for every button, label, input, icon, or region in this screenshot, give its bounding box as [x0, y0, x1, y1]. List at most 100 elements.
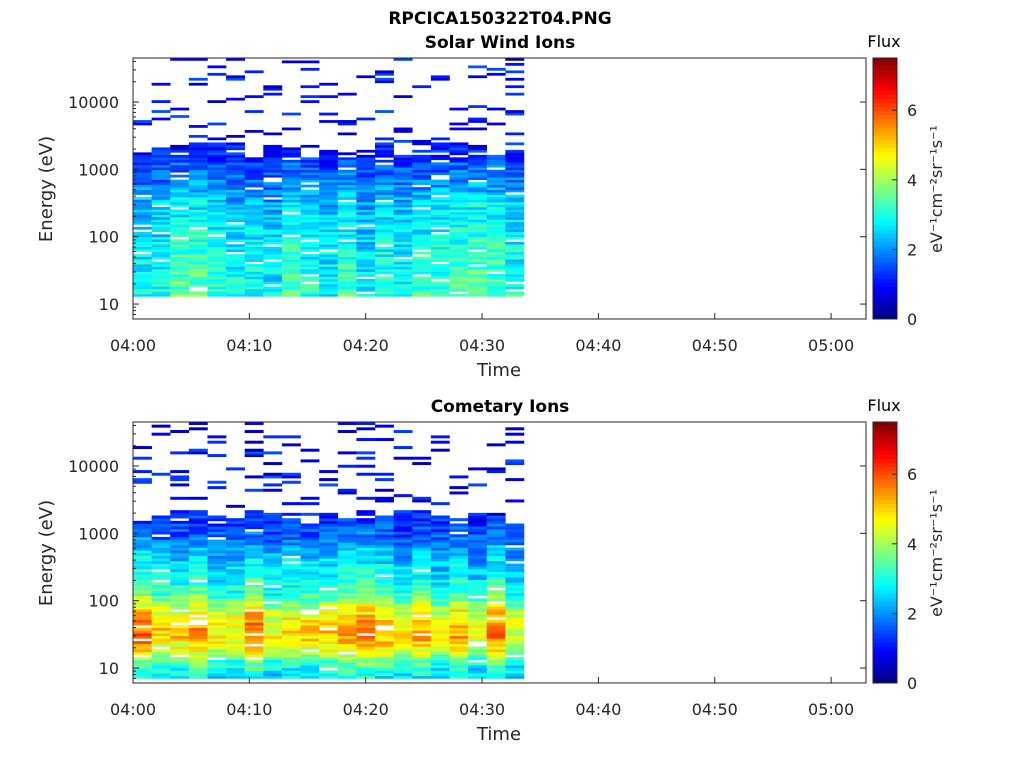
heatmap-cell — [188, 184, 208, 188]
heatmap-cell — [486, 625, 506, 629]
heatmap-cell — [412, 154, 432, 158]
heatmap-cell — [412, 638, 432, 642]
x-tick-label: 04:10 — [226, 700, 272, 719]
heatmap-cell — [319, 598, 339, 602]
heatmap-cell — [188, 563, 208, 567]
heatmap-cell — [170, 293, 190, 297]
heatmap-cell — [133, 157, 152, 161]
colorbar-frame — [872, 57, 898, 320]
heatmap-cell — [133, 635, 152, 639]
heatmap-cell — [505, 552, 525, 556]
heatmap-cell — [393, 283, 413, 287]
heatmap-cell — [188, 58, 208, 61]
heatmap-cell — [151, 536, 171, 540]
heatmap-cell — [505, 269, 525, 272]
heatmap-cell — [449, 256, 469, 260]
heatmap-cell — [207, 286, 227, 290]
heatmap-cell — [468, 633, 488, 637]
heatmap-cell — [393, 555, 413, 559]
heatmap-cell — [486, 279, 506, 282]
heatmap-cell — [430, 673, 450, 677]
heatmap-cell — [412, 241, 432, 245]
heatmap-cell — [244, 234, 264, 238]
heatmap-cell — [337, 274, 357, 277]
heatmap-cell — [300, 246, 320, 250]
heatmap-cell — [356, 659, 376, 663]
heatmap-cell — [319, 199, 339, 203]
colorbar-segment — [873, 638, 897, 643]
heatmap-cell — [486, 635, 506, 639]
heatmap-cell — [263, 568, 283, 572]
heatmap-cell — [281, 259, 301, 262]
colorbar-segment — [873, 225, 897, 230]
heatmap-cell — [468, 117, 488, 121]
heatmap-cell — [170, 670, 190, 674]
heatmap-cell — [393, 187, 413, 190]
colorbar-segment — [873, 487, 897, 492]
colorbar-segment — [873, 654, 897, 659]
heatmap-cell — [337, 229, 357, 233]
heatmap-cell — [207, 646, 227, 650]
heatmap-cell — [188, 204, 208, 208]
heatmap-cell — [449, 638, 469, 642]
heatmap-cell — [486, 555, 506, 559]
heatmap-cell — [300, 552, 320, 556]
colorbar-segment — [873, 274, 897, 279]
heatmap-cell — [319, 665, 339, 669]
heatmap-cell — [151, 574, 171, 578]
heatmap-cell — [319, 515, 339, 519]
heatmap-cell — [244, 611, 264, 615]
heatmap-cell — [337, 603, 357, 607]
heatmap-cell — [244, 157, 264, 161]
heatmap-cell — [226, 231, 245, 235]
colorbar-tick-label: 4 — [907, 535, 917, 554]
colorbar-segment — [873, 458, 897, 464]
heatmap-cell — [133, 542, 152, 546]
heatmap-cell — [244, 264, 264, 267]
heatmap-cell — [133, 547, 152, 551]
heatmap-cell — [486, 619, 506, 623]
heatmap-cell — [356, 582, 376, 586]
heatmap-cell — [337, 283, 357, 287]
heatmap-cell — [319, 483, 339, 487]
heatmap-cell — [468, 224, 488, 228]
colorbar-tick-label: 2 — [907, 240, 917, 259]
heatmap-cell — [151, 595, 171, 599]
heatmap-cell — [226, 542, 245, 546]
heatmap-cell — [300, 95, 320, 99]
heatmap-cell — [337, 177, 357, 180]
heatmap-cell — [449, 625, 469, 629]
heatmap-cell — [468, 269, 488, 272]
heatmap-cell — [244, 70, 264, 74]
heatmap-cell — [244, 286, 264, 290]
heatmap-cell — [133, 659, 152, 663]
heatmap-cell — [226, 147, 245, 151]
heatmap-cell — [375, 179, 394, 183]
heatmap-cell — [244, 675, 264, 679]
heatmap-cell — [356, 283, 376, 287]
heatmap-cell — [300, 662, 320, 666]
heatmap-cell — [375, 259, 394, 262]
heatmap-cell — [468, 256, 488, 260]
heatmap-cell — [505, 179, 525, 183]
heatmap-cell — [188, 609, 208, 612]
heatmap-cell — [188, 169, 208, 173]
heatmap-cell — [300, 271, 320, 275]
heatmap-cell — [170, 154, 190, 158]
heatmap-cell — [188, 159, 208, 163]
heatmap-cell — [486, 552, 506, 556]
heatmap-cell — [133, 598, 152, 602]
heatmap-cell — [356, 164, 376, 168]
heatmap-cell — [207, 194, 227, 198]
heatmap-cell — [337, 638, 357, 642]
heatmap-cell — [430, 189, 450, 193]
heatmap-cell — [468, 226, 488, 230]
heatmap-cell — [207, 291, 227, 295]
heatmap-cell — [449, 274, 469, 277]
heatmap-cell — [337, 531, 357, 535]
heatmap-cell — [226, 229, 245, 233]
heatmap-cell — [207, 571, 227, 575]
heatmap-cell — [281, 614, 301, 618]
heatmap-cell — [356, 192, 376, 195]
heatmap-cell — [133, 641, 152, 645]
